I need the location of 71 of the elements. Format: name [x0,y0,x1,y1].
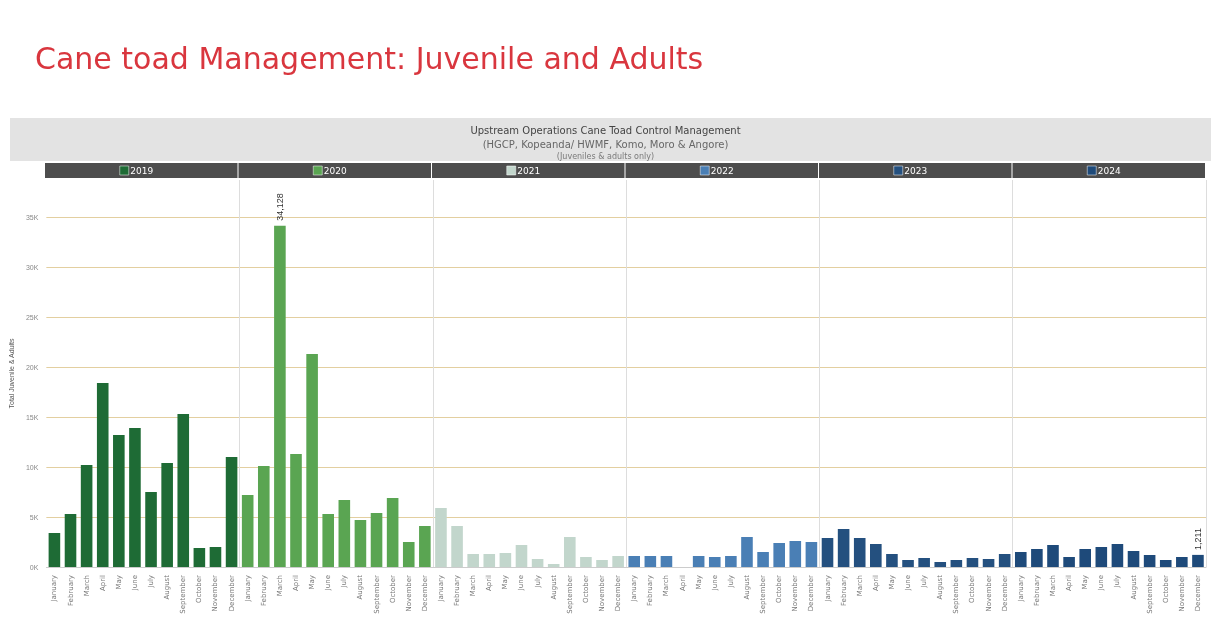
bar [1095,547,1108,567]
bar [1176,557,1188,567]
bar [209,547,222,567]
bar [998,554,1011,567]
bar [80,465,93,567]
bar [225,457,238,567]
bar [306,354,318,567]
bar [1143,555,1156,567]
legend-label: 2023 [904,165,928,176]
bar [886,554,898,567]
bar [1014,552,1027,567]
text: (HGCP, Kopeanda/ HWMF, Komo, Moro & Angore) [482,138,729,150]
bar [918,558,930,567]
bar [741,537,753,567]
bar [982,559,995,567]
bar [322,514,335,567]
bar [644,556,657,567]
legend-label: 2021 [517,165,541,176]
bar [660,556,673,567]
text: (Juveniles & adults only) [556,151,655,161]
bar [757,552,769,567]
bar [773,543,785,567]
bar [1111,544,1124,567]
bar [96,383,109,567]
bar [1127,551,1140,567]
bar [386,498,399,567]
bar [161,463,173,567]
bar [274,225,286,567]
data-label: 1,211 [1192,528,1203,550]
legend-label: 2022 [710,165,734,176]
bar [1047,545,1059,567]
bar [902,560,914,567]
bar [402,542,415,567]
chart-title: Cane toad Management: Juvenile and Adults [35,40,704,76]
legend-label: 2020 [323,165,347,176]
bar [1079,549,1091,567]
bar [354,520,367,567]
bar [950,560,963,567]
legend-label: 2019 [130,165,154,176]
bar [837,529,850,567]
data-label: 34,128 [274,193,285,221]
bar [628,556,641,567]
bar [1192,554,1204,567]
bar [241,495,254,567]
bar [48,533,61,567]
legend-label: 2024 [1097,165,1121,176]
bar [419,526,431,567]
bar [193,548,206,567]
bar [708,557,721,567]
bar [692,556,705,567]
bar [129,428,141,567]
bar [338,500,351,567]
bar [177,414,190,567]
bar [821,538,834,567]
bar [290,454,302,567]
bar [257,466,270,567]
bar [64,514,77,567]
bar [1063,557,1075,567]
bar [113,435,125,567]
bar [1031,549,1043,567]
bar [853,538,866,567]
bar [370,513,383,567]
bar [934,562,947,567]
bar [789,541,802,567]
bar [145,492,157,567]
bar [805,542,818,567]
bar [966,558,979,567]
bar [725,556,737,567]
bar [870,544,882,567]
chart-subtitle: Upstream Operations Cane Toad Control Management [470,124,741,136]
bar [1159,560,1172,567]
